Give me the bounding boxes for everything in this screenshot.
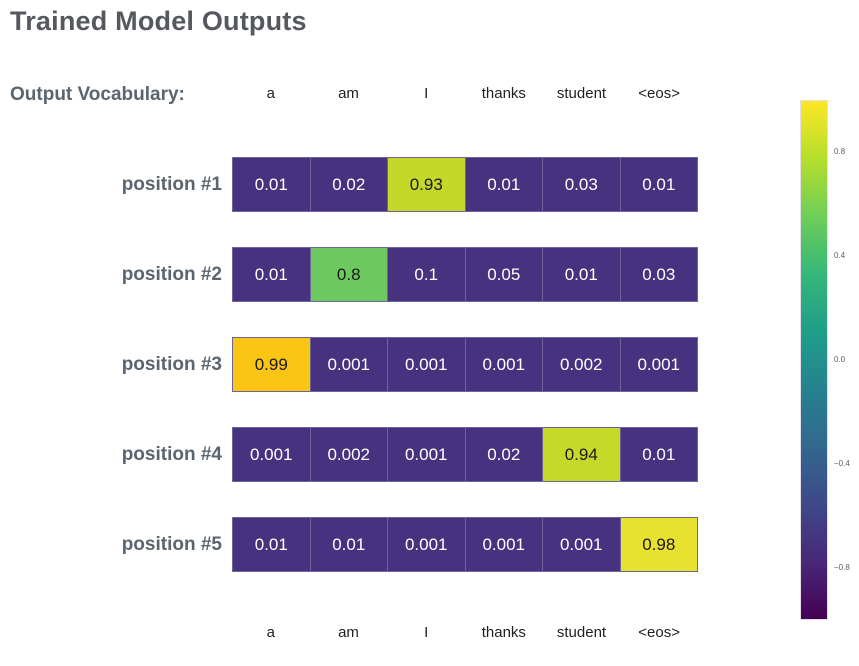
output-vocabulary-label: Output Vocabulary: [10, 84, 185, 105]
heatmap-cell-r3-c5: 0.002 [543, 338, 620, 391]
heatmap-cell-r3-c1: 0.99 [233, 338, 310, 391]
column-header-4: student [556, 624, 607, 641]
column-header-0: a [266, 85, 275, 102]
heatmap-cell-r5-c1: 0.01 [233, 518, 310, 571]
heatmap-cell-r3-c4: 0.001 [465, 338, 542, 391]
column-header-3: thanks [481, 85, 526, 102]
heatmap-cell-r1-c2: 0.02 [310, 158, 387, 211]
row-cells-3: 0.99 0.001 0.001 0.001 0.002 0.001 [232, 337, 698, 392]
heatmap-cell-r4-c5: 0.94 [543, 428, 620, 481]
heatmap-cell-r2-c6: 0.03 [620, 248, 697, 301]
heatmap-cell-r5-c4: 0.001 [465, 518, 542, 571]
colorbar: 0.8 0.4 0.0 −0.4 −0.8 [800, 100, 850, 620]
column-header-5: <eos> [638, 85, 681, 102]
column-header-5: <eos> [638, 624, 681, 641]
heatmap-cell-r1-c5: 0.03 [543, 158, 620, 211]
heatmap-cell-r4-c4: 0.02 [465, 428, 542, 481]
heatmap-cell-r5-c5: 0.001 [543, 518, 620, 571]
row-cells-4: 0.001 0.002 0.001 0.02 0.94 0.01 [232, 427, 698, 482]
column-header-1: am [338, 624, 359, 641]
column-header-1: am [338, 85, 359, 102]
heatmap-cell-r2-c4: 0.05 [465, 248, 542, 301]
row-label-5: position #5 [121, 534, 222, 555]
row-label-4: position #4 [121, 444, 222, 465]
row-label-1: position #1 [121, 174, 222, 195]
heatmap-cell-r2-c5: 0.01 [543, 248, 620, 301]
heatmap-cell-r3-c6: 0.001 [620, 338, 697, 391]
heatmap-cell-r2-c1: 0.01 [233, 248, 310, 301]
heatmap-cell-r1-c4: 0.01 [465, 158, 542, 211]
row-cells-1: 0.01 0.02 0.93 0.01 0.03 0.01 [232, 157, 698, 212]
heatmap-cell-r5-c6: 0.98 [620, 518, 697, 571]
row-label-2: position #2 [121, 264, 222, 285]
colorbar-tick-1: 0.4 [834, 251, 846, 260]
heatmap-cell-r3-c3: 0.001 [388, 338, 465, 391]
heatmap-cell-r3-c2: 0.001 [310, 338, 387, 391]
heatmap-cell-r2-c2: 0.8 [310, 248, 387, 301]
column-header-0: a [266, 624, 275, 641]
column-header-4: student [556, 85, 607, 102]
heatmap-row-5: position #5 0.01 0.01 0.001 0.001 0.001 0.98 [0, 517, 698, 572]
heatmap-row-4: position #4 0.001 0.002 0.001 0.02 0.94 0.01 [0, 427, 698, 482]
heatmap-cell-r1-c6: 0.01 [620, 158, 697, 211]
page-title: Trained Model Outputs [10, 6, 307, 36]
colorbar-tick-0: 0.8 [834, 147, 846, 156]
row-label-3: position #3 [121, 354, 222, 375]
heatmap-cell-r5-c3: 0.001 [388, 518, 465, 571]
heatmap-cell-r1-c1: 0.01 [233, 158, 310, 211]
heatmap-cell-r4-c3: 0.001 [388, 428, 465, 481]
colorbar-gradient [800, 100, 828, 620]
heatmap-cell-r4-c2: 0.002 [310, 428, 387, 481]
heatmap-cell-r2-c3: 0.1 [388, 248, 465, 301]
row-cells-2: 0.01 0.8 0.1 0.05 0.01 0.03 [232, 247, 698, 302]
heatmap-row-3: position #3 0.99 0.001 0.001 0.001 0.002 0.001 [0, 337, 698, 392]
heatmap-cell-r5-c2: 0.01 [310, 518, 387, 571]
heatmap-cell-r4-c6: 0.01 [620, 428, 697, 481]
colorbar-tick-4: −0.8 [834, 563, 850, 572]
column-header-3: thanks [481, 624, 526, 641]
column-header-2: I [424, 85, 429, 102]
heatmap-rows: position #1 0.01 0.02 0.93 0.01 0.03 0.01 posit… [0, 157, 698, 607]
heatmap-cell-r4-c1: 0.001 [233, 428, 310, 481]
heatmap-cell-r1-c3: 0.93 [388, 158, 465, 211]
colorbar-tick-3: −0.4 [834, 459, 850, 468]
column-header-2: I [424, 624, 429, 641]
heatmap-row-1: position #1 0.01 0.02 0.93 0.01 0.03 0.01 [0, 157, 698, 212]
colorbar-tick-2: 0.0 [834, 355, 846, 364]
heatmap-row-2: position #2 0.01 0.8 0.1 0.05 0.01 0.03 [0, 247, 698, 302]
row-cells-5: 0.01 0.01 0.001 0.001 0.001 0.98 [232, 517, 698, 572]
